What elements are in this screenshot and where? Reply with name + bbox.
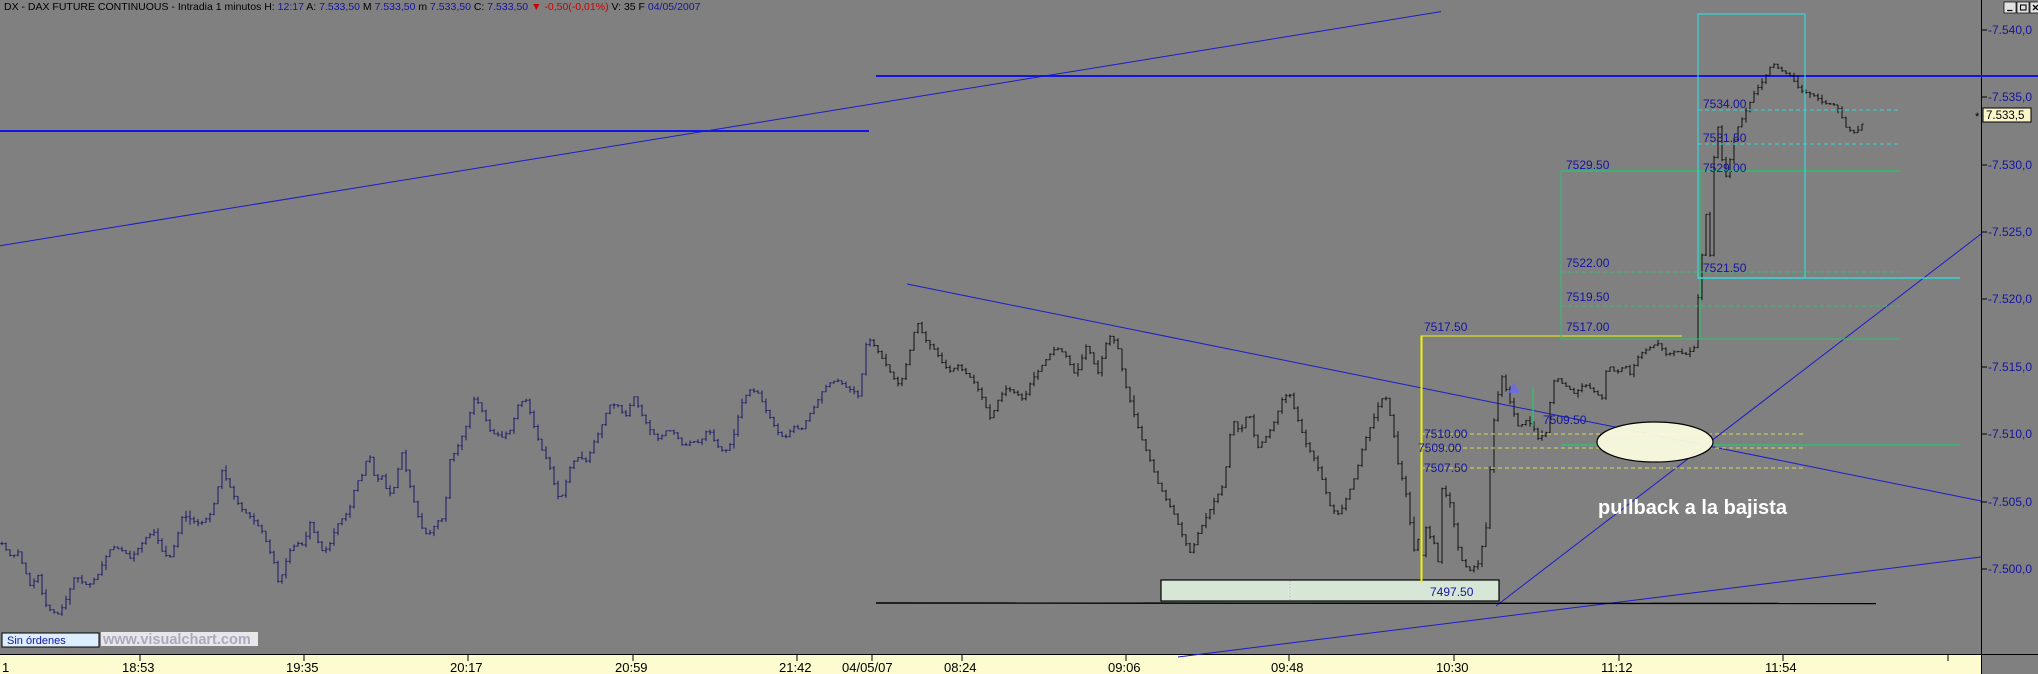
svg-text:-7.500,0: -7.500,0 <box>1988 562 2032 576</box>
svg-text:www.visualchart.com: www.visualchart.com <box>102 632 251 648</box>
svg-text:7509.50: 7509.50 <box>1543 413 1587 427</box>
svg-text:09:06: 09:06 <box>1108 660 1141 674</box>
svg-text:7534.00: 7534.00 <box>1703 97 1747 111</box>
svg-text:7519.50: 7519.50 <box>1566 290 1610 304</box>
svg-text:11:12: 11:12 <box>1601 660 1633 674</box>
svg-text:20:17: 20:17 <box>450 660 483 674</box>
svg-text:7517.50: 7517.50 <box>1424 320 1468 334</box>
svg-text:1: 1 <box>2 660 9 674</box>
svg-text:20:59: 20:59 <box>615 660 648 674</box>
svg-text:7522.00: 7522.00 <box>1566 256 1610 270</box>
svg-text:Sin órdenes: Sin órdenes <box>7 635 66 647</box>
svg-text:-7.530,0: -7.530,0 <box>1988 158 2032 172</box>
svg-text:DX - DAX FUTURE CONTINUOUS - I: DX - DAX FUTURE CONTINUOUS - Intradia 1 … <box>4 1 701 13</box>
svg-text:pullback a la bajista: pullback a la bajista <box>1598 497 1788 519</box>
svg-text:-7.540,0: -7.540,0 <box>1988 23 2032 37</box>
svg-text:11:54: 11:54 <box>1765 660 1797 674</box>
svg-text:7509.00: 7509.00 <box>1418 441 1462 455</box>
svg-text:7529.50: 7529.50 <box>1566 158 1610 172</box>
svg-text:21:42: 21:42 <box>779 660 812 674</box>
svg-text:-7.525,0: -7.525,0 <box>1988 225 2032 239</box>
svg-text:*: * <box>1975 111 1980 123</box>
svg-text:-7.520,0: -7.520,0 <box>1988 292 2032 306</box>
svg-text:7529.00: 7529.00 <box>1703 161 1747 175</box>
svg-text:7.533,5: 7.533,5 <box>1986 110 2024 122</box>
svg-text:19:35: 19:35 <box>286 660 319 674</box>
svg-text:09:48: 09:48 <box>1271 660 1304 674</box>
svg-text:08:24: 08:24 <box>944 660 977 674</box>
svg-text:18:53: 18:53 <box>122 660 155 674</box>
svg-text:10:30: 10:30 <box>1436 660 1469 674</box>
svg-text:-7.515,0: -7.515,0 <box>1988 360 2032 374</box>
svg-text:7517.00: 7517.00 <box>1566 320 1610 334</box>
svg-text:7497.50: 7497.50 <box>1430 585 1474 599</box>
svg-text:04/05/07: 04/05/07 <box>842 660 893 674</box>
svg-text:-7.505,0: -7.505,0 <box>1988 495 2032 509</box>
svg-text:7521.50: 7521.50 <box>1703 261 1747 275</box>
svg-text:-7.510,0: -7.510,0 <box>1988 427 2032 441</box>
svg-text:-7.535,0: -7.535,0 <box>1988 90 2032 104</box>
svg-text:7531.50: 7531.50 <box>1703 131 1747 145</box>
svg-text:7507.50: 7507.50 <box>1424 461 1468 475</box>
svg-text:7510.00: 7510.00 <box>1424 427 1468 441</box>
